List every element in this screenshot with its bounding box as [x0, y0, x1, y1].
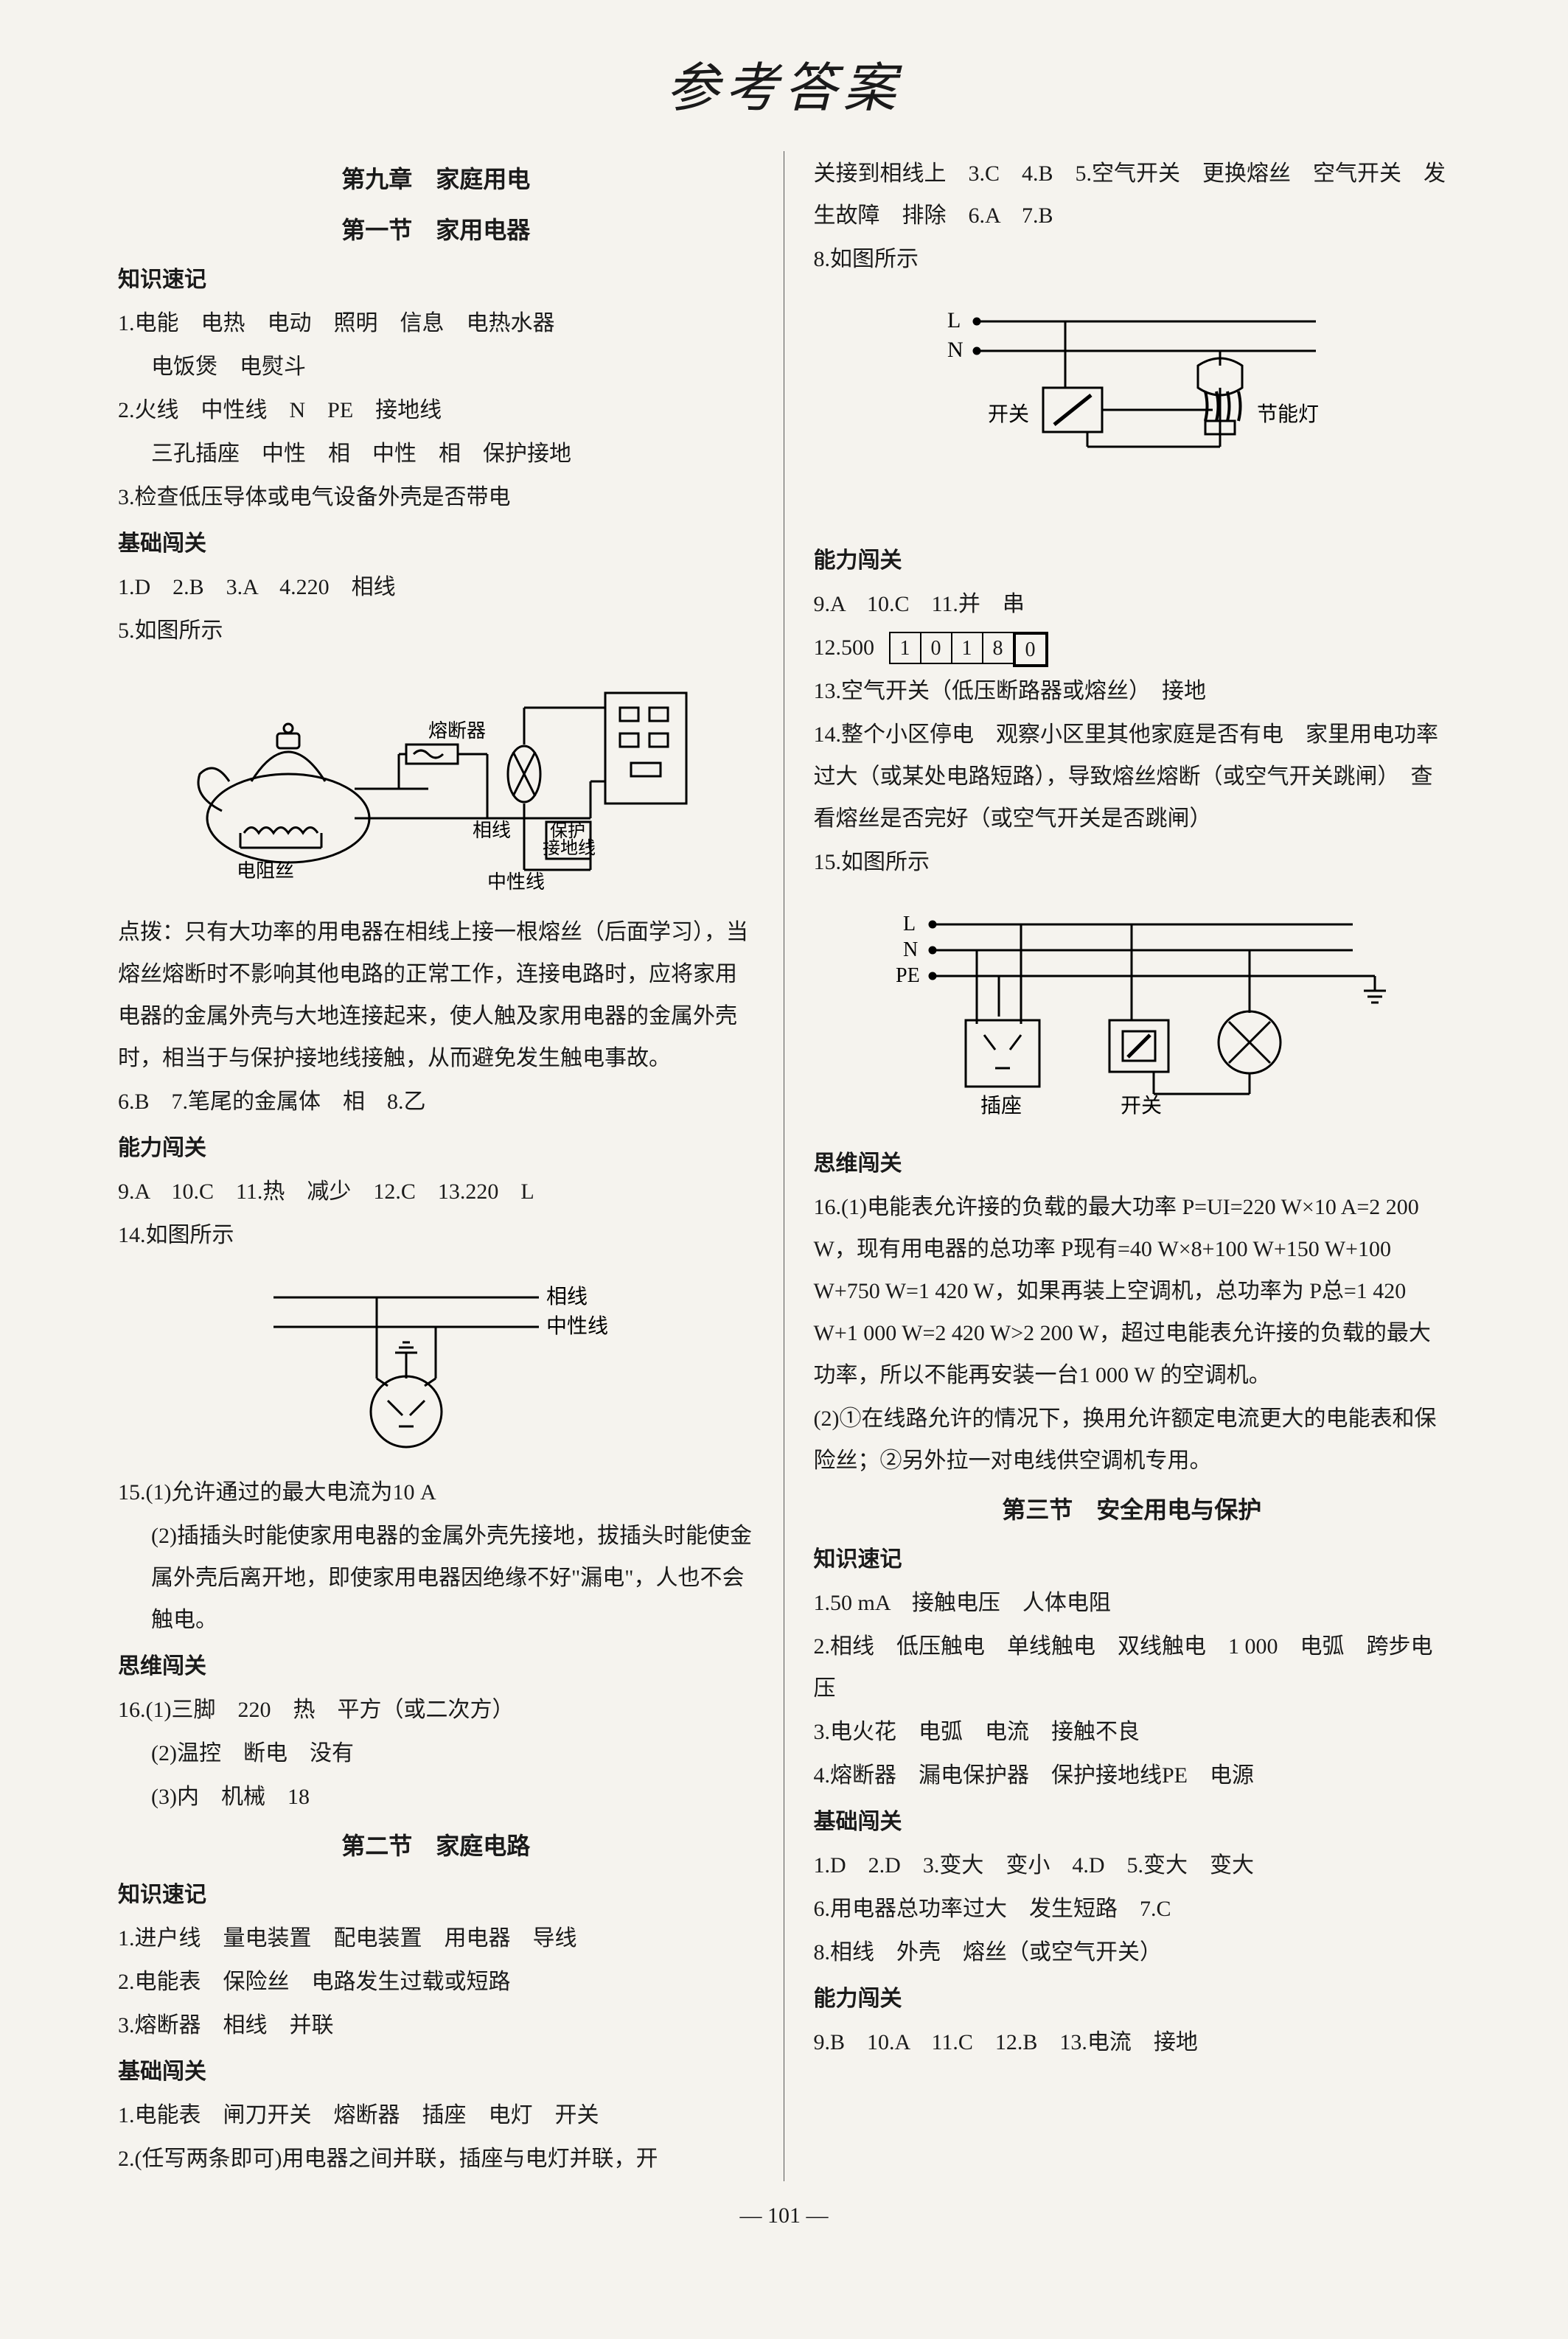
answer-line: 1.D 2.D 3.变大 变小 4.D 5.变大 变大 [814, 1844, 1451, 1886]
subheading: 知识速记 [814, 1538, 1451, 1580]
answer-line: 13.空气开关（低压断路器或熔丝） 接地 [814, 670, 1451, 712]
explanation-text: 点拨：只有大功率的用电器在相线上接一根熔丝（后面学习），当熔丝熔断时不影响其他电… [118, 911, 754, 1079]
answer-line: 三孔插座 中性 相 中性 相 保护接地 [118, 433, 754, 475]
subheading: 能力闯关 [814, 540, 1451, 582]
answer-line: 6.B 7.笔尾的金属体 相 8.乙 [118, 1081, 754, 1123]
answer-line: 电饭煲 电熨斗 [118, 346, 754, 388]
answer-line: 1.D 2.B 3.A 4.220 相线 [118, 566, 754, 608]
answer-line: 2.(任写两条即可)用电器之间并联，插座与电灯并联，开 [118, 2138, 754, 2180]
section-heading: 第一节 家用电器 [118, 208, 754, 253]
answer-line: (2)插插头时能使家用电器的金属外壳先接地，拔插头时能使金属外壳后离开地，即使家… [118, 1515, 754, 1641]
answer-line: 2.相线 低压触电 单线触电 双线触电 1 000 电弧 跨步电压 [814, 1625, 1451, 1709]
answer-line: (2)温控 断电 没有 [118, 1732, 754, 1774]
answer-line: 2.电能表 保险丝 电路发生过载或短路 [118, 1961, 754, 2003]
subheading: 思维闯关 [118, 1645, 754, 1687]
answer-line: 14.整个小区停电 观察小区里其他家庭是否有电 家里用电功率过大（或某处电路短路… [814, 714, 1451, 840]
answer-text: 12.500 [814, 635, 875, 660]
answer-line: 15.(1)允许通过的最大电流为10 A [118, 1471, 754, 1513]
page-number: — 101 — [103, 2203, 1465, 2228]
phase-label: 相线 [473, 820, 511, 841]
answer-line: 16.(1)电能表允许接的负载的最大功率 P=UI=220 W×10 A=2 2… [814, 1186, 1451, 1396]
subheading: 知识速记 [118, 259, 754, 301]
answer-line: 4.熔断器 漏电保护器 保护接地线PE 电源 [814, 1754, 1451, 1796]
fuse-label: 熔断器 [428, 720, 486, 742]
answer-line: 1.进户线 量电装置 配电装置 用电器 导线 [118, 1917, 754, 1959]
neutral-label: 中性线 [546, 1314, 608, 1338]
answer-line: 9.A 10.C 11.热 减少 12.C 13.220 L [118, 1171, 754, 1213]
answer-line: 14.如图所示 [118, 1214, 754, 1256]
lamp-label: 节能灯 [1257, 402, 1319, 426]
main-title: 参考答案 [103, 44, 1465, 122]
switch-label: 开关 [988, 402, 1029, 426]
answer-line: 9.B 10.A 11.C 12.B 13.电流 接地 [814, 2021, 1451, 2063]
switch-label: 开关 [1121, 1094, 1162, 1118]
answer-line: 关接到相线上 3.C 4.B 5.空气开关 更换熔丝 空气开关 发生故障 排除 … [814, 153, 1451, 237]
meter-digit: 1 [951, 632, 983, 664]
socket-circuit-diagram: 相线 中性线 [244, 1268, 627, 1460]
answer-line: 8.如图所示 [814, 238, 1451, 280]
answer-line: (3)内 机械 18 [118, 1776, 754, 1818]
ground-label: 接地线 [543, 838, 596, 858]
answer-line: 3.检查低压导体或电气设备外壳是否带电 [118, 476, 754, 518]
subheading: 基础闯关 [814, 1801, 1451, 1843]
answer-line: 1.电能 电热 电动 照明 信息 电热水器 [118, 302, 754, 344]
right-column: 关接到相线上 3.C 4.B 5.空气开关 更换熔丝 空气开关 发生故障 排除 … [784, 151, 1466, 2181]
answer-line: 1.50 mA 接触电压 人体电阻 [814, 1582, 1451, 1624]
N-label: N [903, 938, 918, 961]
answer-line: 5.如图所示 [118, 610, 754, 652]
meter-reading: 1 0 1 8 0 [889, 632, 1047, 667]
neutral-label: 中性线 [487, 871, 545, 893]
subheading: 基础闯关 [118, 523, 754, 565]
socket-label: 插座 [980, 1094, 1022, 1118]
section-heading: 第二节 家庭电路 [118, 1824, 754, 1869]
answer-line: 3.熔断器 相线 并联 [118, 2004, 754, 2046]
subheading: 基础闯关 [118, 2051, 754, 2093]
meter-digit: 0 [920, 632, 952, 664]
L-label: L [903, 913, 916, 935]
subheading: 能力闯关 [814, 1978, 1451, 2020]
answer-line: 3.电火花 电弧 电流 接触不良 [814, 1711, 1451, 1753]
left-column: 第九章 家庭用电 第一节 家用电器 知识速记 1.电能 电热 电动 照明 信息 … [103, 151, 784, 2181]
switch-lamp-diagram: L N 开关 节能灯 [903, 292, 1360, 528]
PE-label: PE [896, 964, 920, 987]
page-root: 参考答案 第九章 家庭用电 第一节 家用电器 知识速记 1.电能 电热 电动 照… [0, 0, 1568, 2273]
subheading: 知识速记 [118, 1874, 754, 1916]
answer-line: 6.用电器总功率过大 发生短路 7.C [814, 1888, 1451, 1930]
answer-line: 9.A 10.C 11.并 串 [814, 583, 1451, 625]
answer-line: 12.500 1 0 1 8 0 [814, 627, 1451, 669]
resistor-label: 电阻丝 [237, 860, 294, 882]
two-column-layout: 第九章 家庭用电 第一节 家用电器 知识速记 1.电能 电热 电动 照明 信息 … [103, 151, 1465, 2181]
answer-line: (2)①在线路允许的情况下，换用允许额定电流更大的电能表和保险丝；②另外拉一对电… [814, 1398, 1451, 1482]
answer-line: 15.如图所示 [814, 841, 1451, 883]
meter-digit: 0 [1013, 632, 1048, 667]
answer-line: 1.电能表 闸刀开关 熔断器 插座 电灯 开关 [118, 2094, 754, 2136]
subheading: 能力闯关 [118, 1127, 754, 1169]
L-label: L [947, 308, 961, 332]
phase-label: 相线 [546, 1285, 588, 1308]
chapter-heading: 第九章 家庭用电 [118, 157, 754, 202]
kettle-circuit-diagram: 熔断器 电阻丝 相线 中性线 保护 接地线 [178, 663, 694, 899]
answer-line: 8.相线 外壳 熔丝（或空气开关） [814, 1931, 1451, 1973]
answer-line: 2.火线 中性线 N PE 接地线 [118, 389, 754, 431]
subheading: 思维闯关 [814, 1143, 1451, 1185]
answer-line: 16.(1)三脚 220 热 平方（或二次方） [118, 1689, 754, 1731]
meter-digit: 8 [982, 632, 1014, 664]
lnpe-circuit-diagram: L N PE 插座 开关 [866, 895, 1397, 1131]
meter-digit: 1 [889, 632, 921, 664]
section-heading: 第三节 安全用电与保护 [814, 1488, 1451, 1533]
protect-label: 保护 [550, 821, 585, 841]
N-label: N [947, 338, 964, 362]
